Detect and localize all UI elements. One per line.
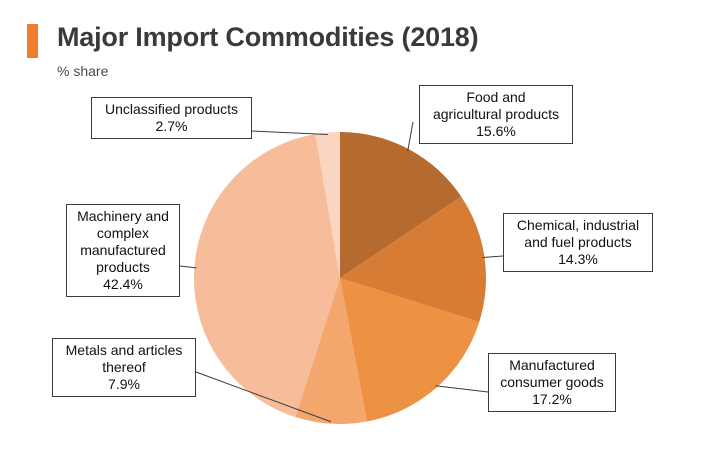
callout-value: 15.6% (476, 123, 516, 139)
leader-line-unclassified-products (251, 130, 328, 136)
callout-metals-articles: Metals and articles thereof 7.9% (52, 338, 196, 397)
callout-label-line: Manufactured (509, 357, 595, 373)
leader-line-metals-articles (195, 371, 332, 423)
callout-label-line: complex (96, 225, 150, 241)
leader-lines (179, 121, 504, 423)
callout-label-line: Metals and articles (65, 342, 183, 358)
callout-label-line: Chemical, industrial (516, 217, 640, 233)
callout-machinery-complex: Machinery and complex manufactured produ… (66, 204, 180, 297)
callout-label-line: consumer goods (500, 374, 604, 390)
callout-label-line: agricultural products (432, 106, 560, 122)
leader-line-chemical-industrial-fuel (482, 255, 504, 259)
chart-subtitle: % share (57, 63, 109, 79)
slice-machinery-complex (193, 134, 340, 418)
slice-unclassified-products (315, 132, 340, 278)
callout-unclassified-products: Unclassified products 2.7% (91, 97, 252, 139)
callout-manufactured-consumer-goods: Manufactured consumer goods 17.2% (488, 353, 616, 412)
callout-value: 2.7% (155, 118, 188, 134)
callout-label-line: thereof (102, 359, 146, 375)
leader-line-manufactured-consumer-goods (435, 385, 489, 393)
callout-label-line: Food and (466, 89, 526, 105)
callout-label-line: manufactured (80, 242, 166, 258)
callout-value: 14.3% (558, 251, 598, 267)
callout-value: 17.2% (532, 391, 572, 407)
callout-chemical-industrial-fuel: Chemical, industrial and fuel products 1… (503, 213, 653, 272)
slice-food-agricultural (340, 132, 462, 278)
callout-label-line: Machinery and (77, 208, 169, 224)
slice-metals-articles (295, 278, 367, 424)
callout-food-agricultural: Food and agricultural products 15.6% (419, 85, 573, 144)
callout-value: 42.4% (103, 276, 143, 292)
callout-label-line: Unclassified products (104, 101, 239, 117)
slice-manufactured-consumer-goods (340, 278, 480, 422)
callout-value: 7.9% (108, 376, 140, 392)
callout-label-line: and fuel products (524, 234, 632, 250)
title-accent-bar (27, 24, 38, 58)
pie-slices (193, 132, 487, 424)
slice-chemical-industrial-fuel (340, 196, 487, 322)
page-title: Major Import Commodities (2018) (57, 22, 479, 52)
callout-label-line: products (96, 259, 150, 275)
leader-line-food-agricultural (407, 121, 414, 152)
leader-line-machinery-complex (179, 265, 197, 269)
